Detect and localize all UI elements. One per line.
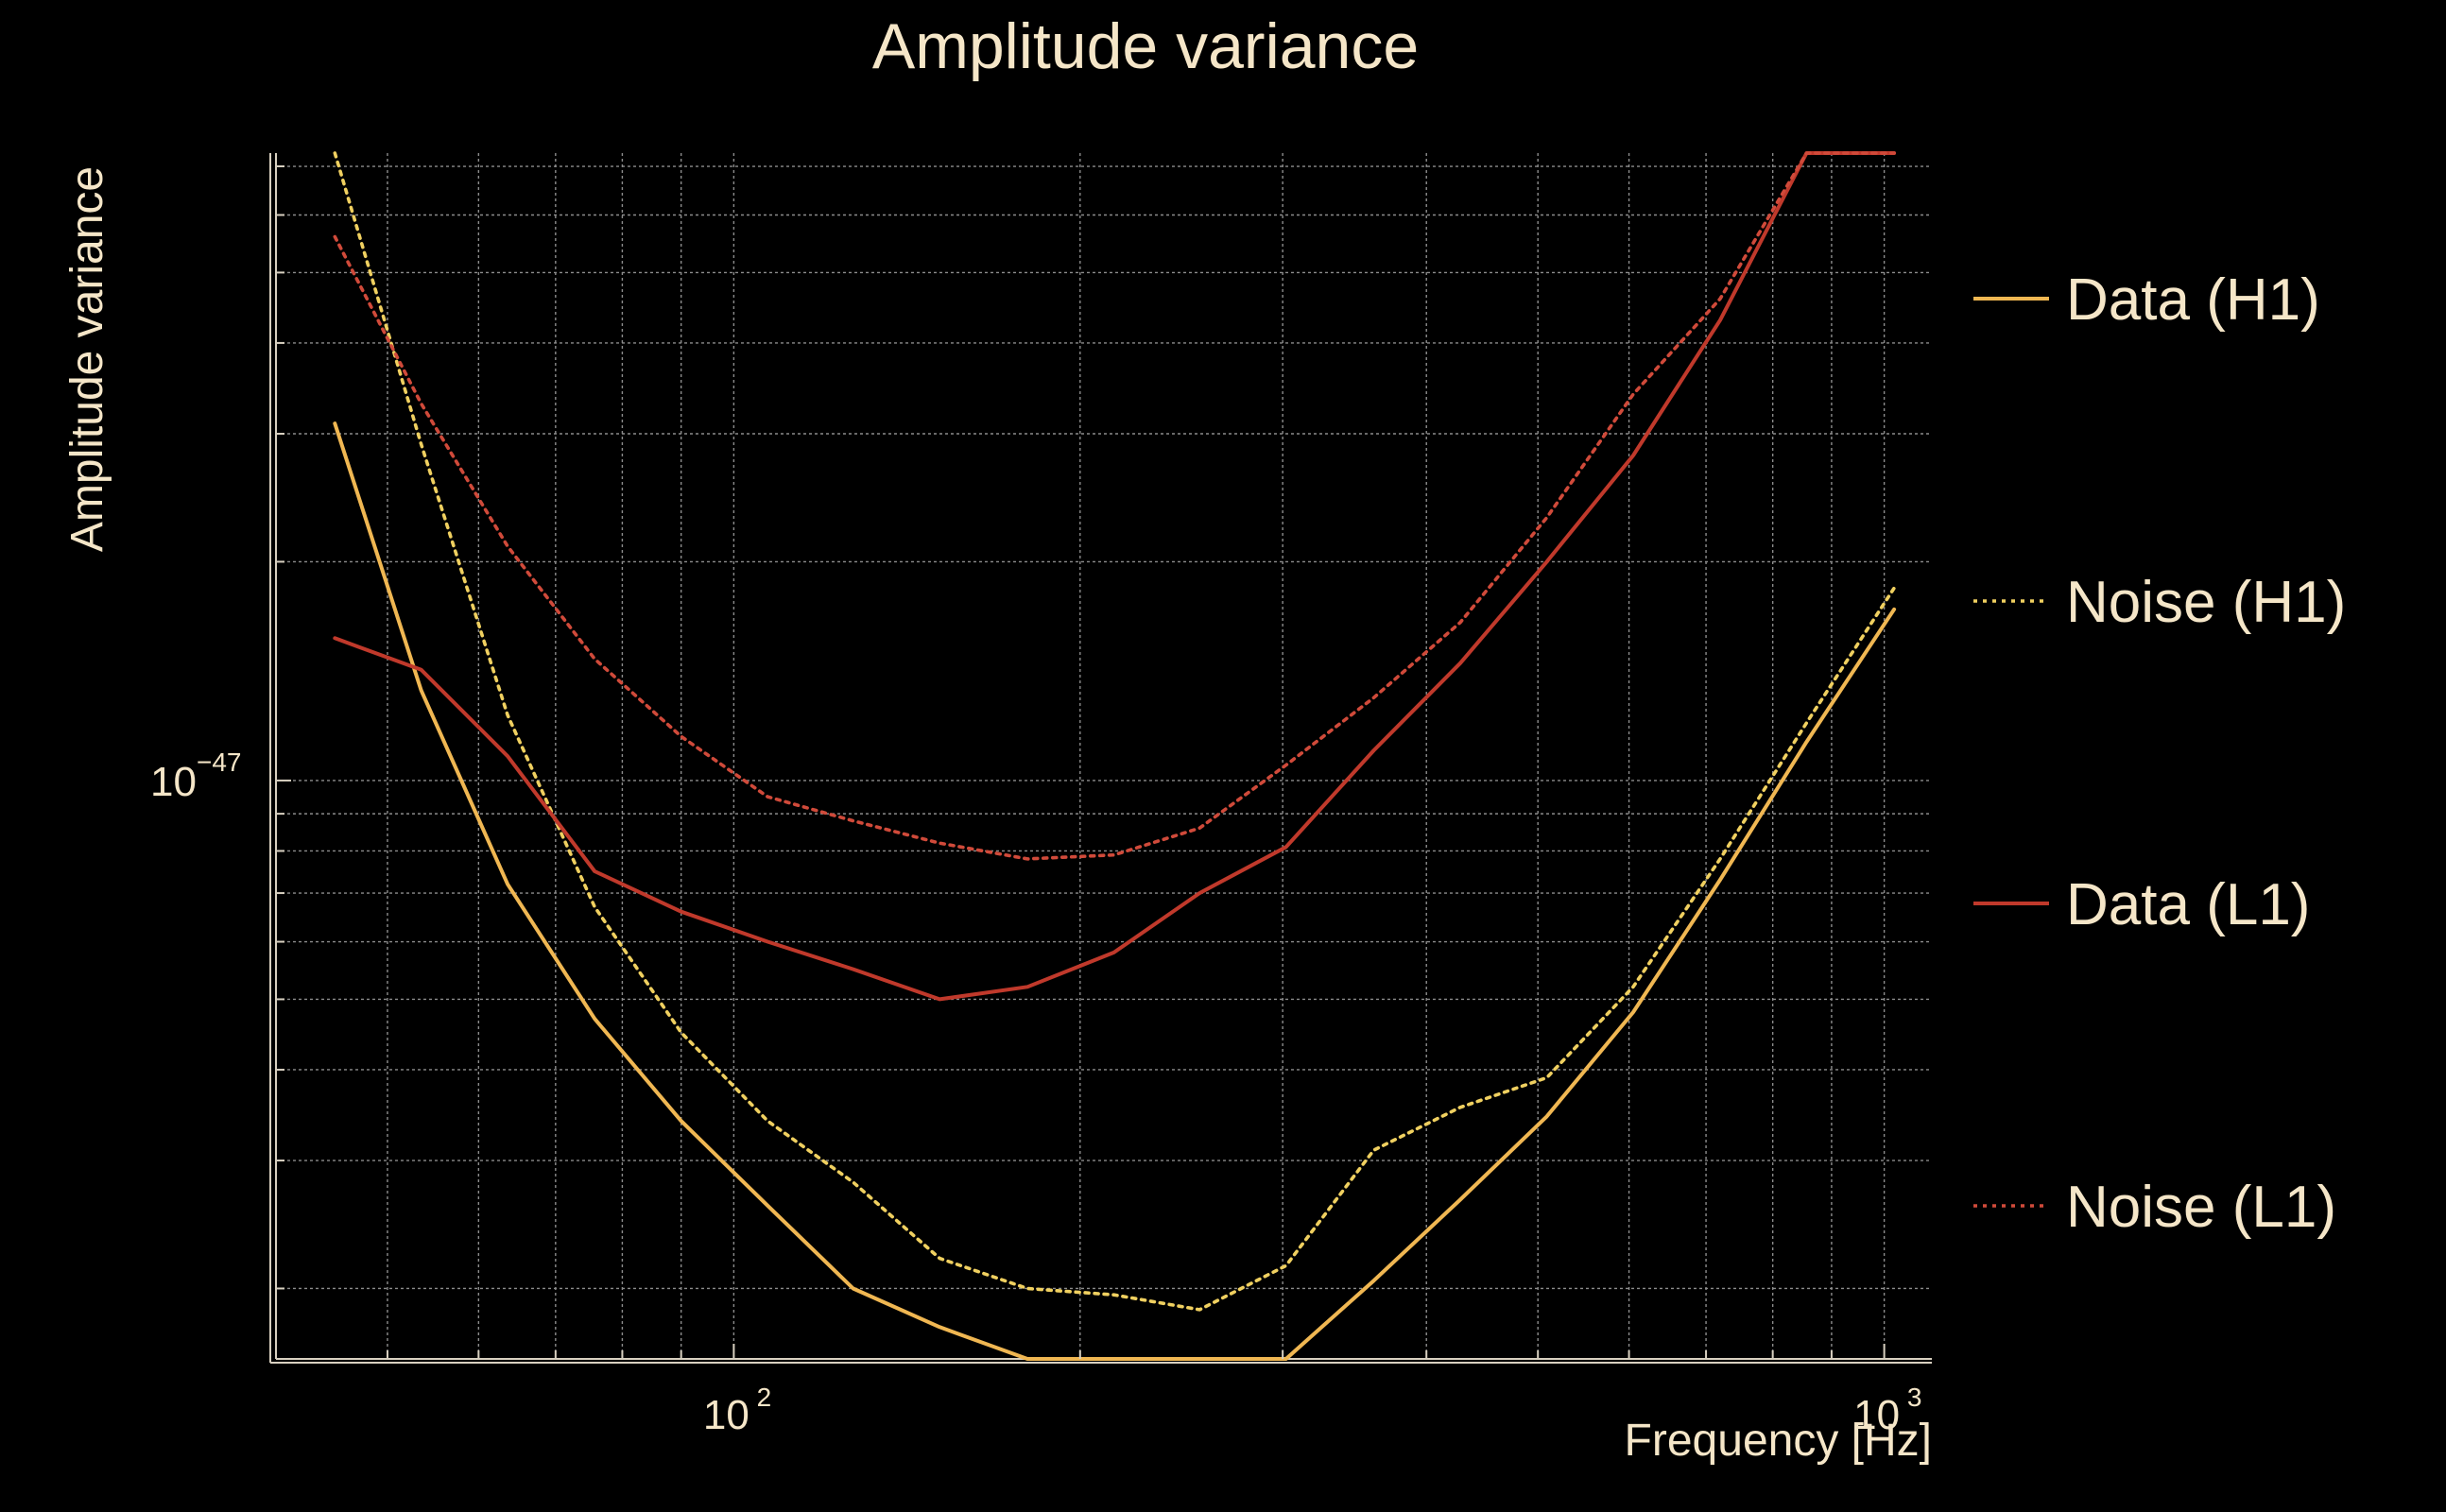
chart-title: Amplitude variance [872, 10, 1419, 82]
x-tick-label-base: 10 [1853, 1392, 1900, 1438]
legend-item-3: Noise (L1) [1973, 1175, 2336, 1240]
legend-item-0: Data (H1) [1973, 267, 2320, 333]
legend-label: Noise (H1) [2066, 570, 2346, 635]
legend-label: Data (H1) [2066, 267, 2320, 333]
axis-ticks: 10 2 10 310 −47 [150, 165, 1921, 1438]
x-tick-label: 10 2 [703, 1383, 771, 1438]
series-line-1 [333, 151, 1896, 1312]
plot-frame [269, 153, 1932, 1364]
series-lines [333, 151, 1897, 1361]
legend-item-1: Noise (H1) [1973, 570, 2346, 635]
series-line-2 [333, 151, 1897, 1002]
x-axis-label: Frequency [Hz] [1625, 1416, 1932, 1466]
x-tick-label: 10 3 [1853, 1383, 1921, 1438]
x-tick-label-exponent: 2 [757, 1383, 772, 1412]
y-tick-label: 10 −47 [150, 747, 241, 805]
legend-item-2: Data (L1) [1973, 872, 2310, 937]
legend: Data (H1) Noise (H1) Data (L1) Noise (L1) [1973, 267, 2346, 1240]
grid-lines [275, 153, 1932, 1359]
y-tick-label-base: 10 [150, 759, 197, 805]
legend-label: Noise (L1) [2066, 1175, 2336, 1240]
x-tick-label-base: 10 [703, 1392, 749, 1438]
series-line-3 [333, 151, 1896, 861]
y-axis-label: Amplitude variance [62, 166, 112, 552]
legend-label: Data (L1) [2066, 872, 2310, 937]
y-tick-label-exponent: −47 [197, 747, 242, 777]
x-tick-label-exponent: 3 [1907, 1383, 1922, 1412]
series-line-0 [333, 421, 1897, 1361]
